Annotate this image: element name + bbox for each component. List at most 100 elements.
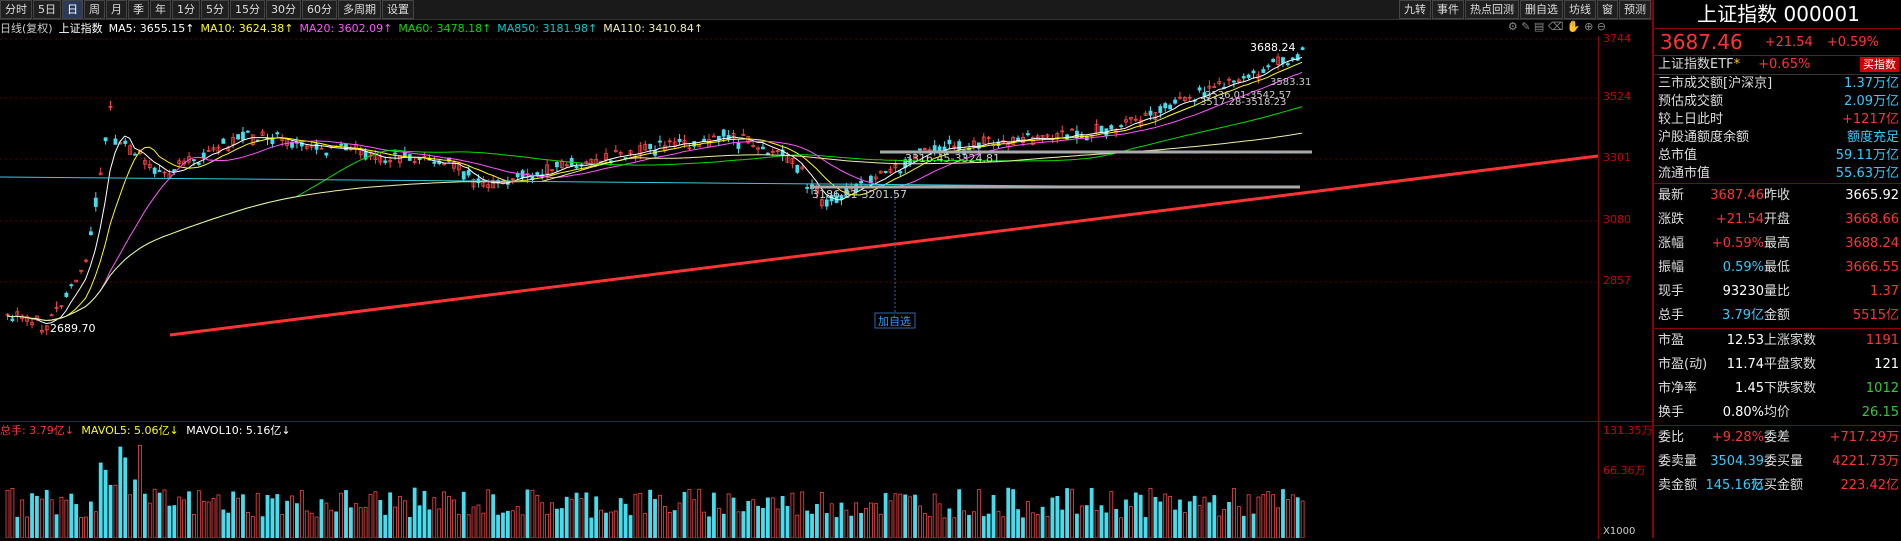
volume-bar <box>515 506 520 539</box>
tab-7[interactable]: 1分 <box>172 0 200 19</box>
volume-bar <box>25 516 30 539</box>
price-row: 3687.46 +21.54 +0.59% <box>1654 29 1901 56</box>
tab-4[interactable]: 月 <box>106 0 127 19</box>
volume-bar <box>996 510 1001 539</box>
volume-bar <box>285 500 290 539</box>
tab-6[interactable]: 年 <box>150 0 171 19</box>
tab-11[interactable]: 60分 <box>302 0 337 19</box>
candle-body <box>1109 125 1114 130</box>
volume-bar <box>255 492 260 539</box>
volume-bar <box>962 510 967 539</box>
candle-body <box>765 152 770 155</box>
candle-body <box>1119 125 1123 128</box>
ma-line <box>6 71 1303 322</box>
tab-9[interactable]: 15分 <box>230 0 265 19</box>
candle-body <box>893 164 898 169</box>
volume-bar <box>1163 493 1168 539</box>
volume-bar <box>1232 488 1236 539</box>
volume-bar <box>1212 495 1217 539</box>
volume-bar <box>942 517 947 539</box>
volume-bar <box>599 509 603 539</box>
summary-label: 预估成交额 <box>1658 94 1724 109</box>
etf-row[interactable]: 上证指数ETF * +0.65% 买指数 <box>1654 56 1901 75</box>
volume-bar <box>1173 509 1177 539</box>
ma-line <box>6 61 1303 322</box>
candle-body <box>1075 130 1079 139</box>
volume-bar <box>628 515 633 539</box>
volume-bar <box>319 499 324 539</box>
kline-chart[interactable]: 3688.24 2689.70 3186.81-3201.57 3316.45-… <box>0 36 1599 421</box>
y-label-3: 3080 <box>1603 213 1631 226</box>
tab-5[interactable]: 季 <box>128 0 149 19</box>
volume-bar <box>819 492 824 539</box>
tab-12[interactable]: 多周期 <box>338 0 381 19</box>
candle-body <box>1227 78 1231 81</box>
toolbar-right-4[interactable]: 坊线 <box>1564 0 1596 19</box>
tab-2[interactable]: 日 <box>62 0 83 19</box>
volume-bar <box>1271 494 1276 539</box>
chart-tools-icons[interactable]: ⚙ ✎ ▤ ⌫ ✋ ⊕ ⊖ <box>1507 20 1606 33</box>
volume-bar <box>604 512 608 539</box>
volume-bar <box>1089 487 1094 539</box>
candle-body <box>1285 63 1290 66</box>
grid-label: 委买量 <box>1764 454 1804 469</box>
volume-bar <box>505 510 510 539</box>
candle-body <box>805 187 810 189</box>
volume-bar <box>535 494 540 539</box>
buy-index-button[interactable]: 买指数 <box>1860 57 1899 72</box>
candle-body <box>1128 116 1133 120</box>
candle-body <box>10 318 15 322</box>
toolbar-right-3[interactable]: 删自选 <box>1520 0 1563 19</box>
grid-value: 3687.46 <box>1710 188 1764 203</box>
volume-bar <box>559 508 564 539</box>
volume-bar <box>471 506 476 539</box>
volume-bar <box>142 493 147 539</box>
candle-body <box>270 137 275 145</box>
candle-body <box>1143 112 1148 116</box>
tab-3[interactable]: 周 <box>84 0 105 19</box>
volume-bar <box>10 488 15 539</box>
volume-bar <box>1094 509 1099 539</box>
grid-label: 昨收 <box>1764 188 1791 203</box>
grid-label: 卖金额 <box>1658 478 1698 493</box>
candle-body <box>1281 57 1285 64</box>
candle-body <box>1133 118 1138 121</box>
toolbar-right-6[interactable]: 预测 <box>1619 0 1651 19</box>
candle-body <box>873 176 878 180</box>
tab-0[interactable]: 分时 <box>0 0 32 19</box>
candle-body <box>108 106 113 108</box>
volume-bar <box>64 499 69 539</box>
volume-bar <box>1246 494 1251 539</box>
volume-chart[interactable] <box>0 436 1598 539</box>
volume-bar <box>1055 496 1060 539</box>
volume-bar <box>201 501 206 539</box>
volume-bar <box>672 510 677 539</box>
grid-value: 0.59% <box>1722 260 1764 275</box>
candle-body <box>5 313 10 316</box>
toolbar-right-2[interactable]: 热点回测 <box>1465 0 1519 19</box>
volume-bar <box>452 499 456 539</box>
toolbar-right-5[interactable]: 窗 <box>1597 0 1618 19</box>
volume-bar <box>658 494 662 539</box>
volume-bar <box>555 508 559 539</box>
tab-10[interactable]: 30分 <box>266 0 301 19</box>
tab-8[interactable]: 5分 <box>201 0 229 19</box>
volume-bar <box>93 511 98 539</box>
volume-bar <box>746 500 751 539</box>
volume-bar <box>741 511 746 539</box>
tab-1[interactable]: 5日 <box>33 0 61 19</box>
etf-name: 上证指数ETF <box>1658 57 1734 72</box>
toolbar-right-0[interactable]: 九转 <box>1399 0 1431 19</box>
summary-label: 较上日此时 <box>1658 112 1724 127</box>
toolbar-right-1[interactable]: 事件 <box>1432 0 1464 19</box>
volume-bar <box>466 514 471 539</box>
summary-row: 总市值 59.11万亿 <box>1654 147 1901 165</box>
candle-body <box>770 150 775 153</box>
tab-13[interactable]: 设置 <box>382 0 414 19</box>
volume-bar <box>1006 487 1011 539</box>
trend-line <box>0 150 1599 337</box>
add-favorite-button[interactable]: 加自选 <box>874 312 916 329</box>
candle-body <box>550 169 554 171</box>
volume-bar <box>579 498 584 539</box>
volume-bar <box>1192 495 1197 539</box>
